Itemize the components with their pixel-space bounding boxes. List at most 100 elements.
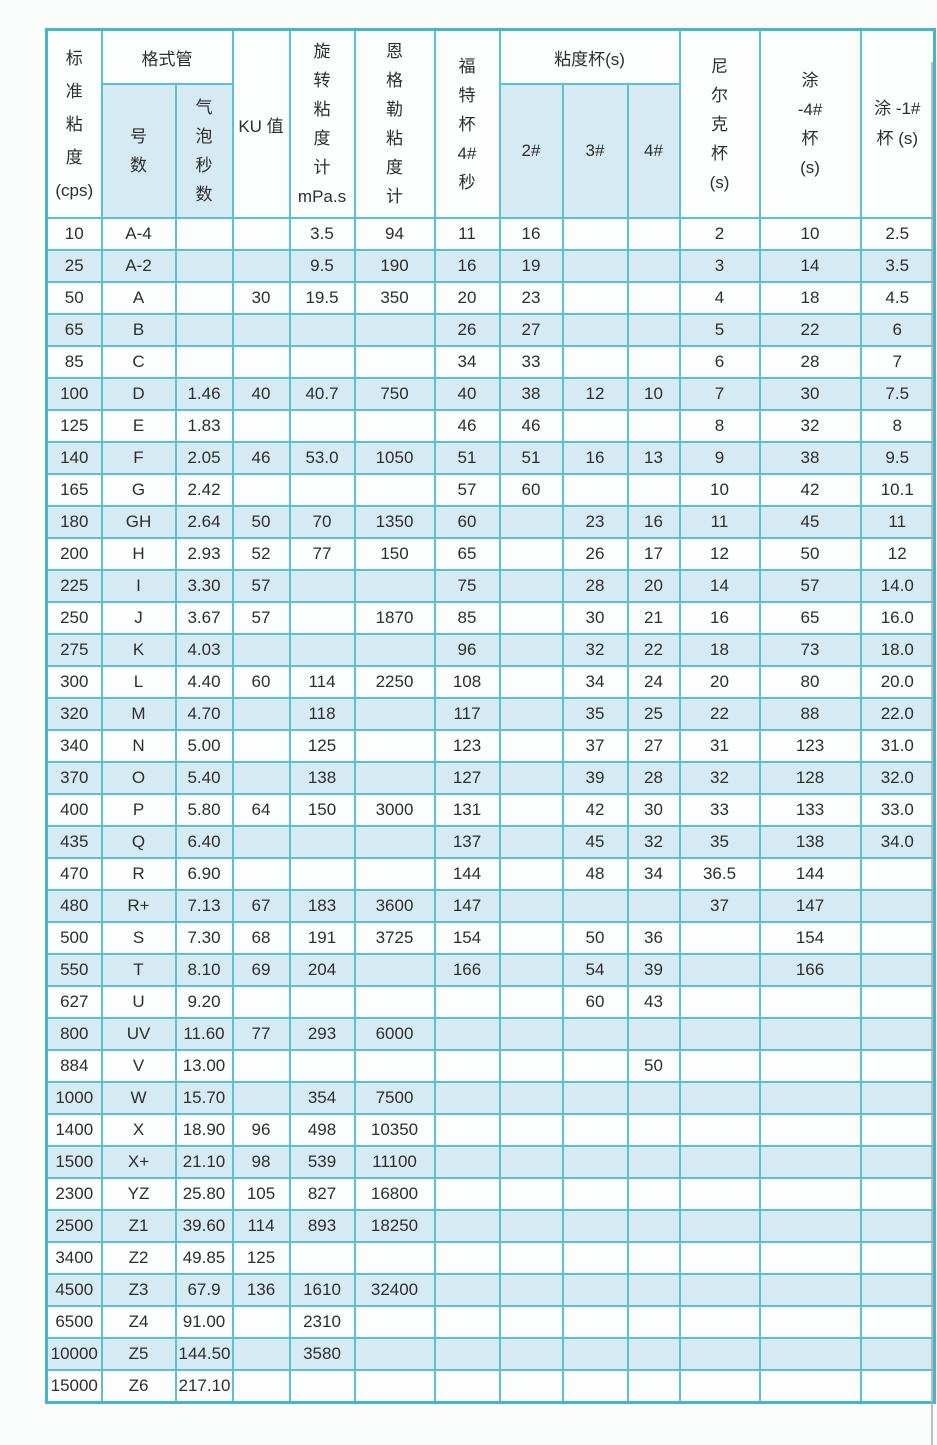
table-row: 340 N 5.00 125 123 37 27 31 123 31.0 <box>45 729 936 763</box>
cell-tube-number: R+ <box>100 889 177 923</box>
cell-cup-4 <box>626 1081 681 1115</box>
cell-cup-4 <box>626 1017 681 1051</box>
cell-bubble-seconds: 13.00 <box>174 1049 234 1083</box>
cell-std-cps: 250 <box>45 601 103 635</box>
cell-ku-value: 57 <box>231 601 291 635</box>
cell-cup-3 <box>561 249 629 283</box>
cell-rotational-mpas: 354 <box>288 1081 356 1115</box>
cell-engler: 11100 <box>353 1145 436 1179</box>
viscosity-conversion-table: 标准粘度 (cps) 格式管 KU 值 旋转粘度计 mPa.s 恩格勒粘度计 福特杯… <box>45 28 936 1404</box>
cell-rotational-mpas: 183 <box>288 889 356 923</box>
cell-ku-value <box>231 409 291 443</box>
table-row: 300 L 4.40 60 114 2250 108 34 24 20 80 20.0 <box>45 665 936 699</box>
header-cup-4: 4# <box>626 83 681 219</box>
cell-tube-number: Z3 <box>100 1273 177 1307</box>
cell-nielke-cup <box>678 1273 761 1307</box>
cell-tube-number: L <box>100 665 177 699</box>
cell-rotational-mpas: 125 <box>288 729 356 763</box>
cell-cup-4: 13 <box>626 441 681 475</box>
cell-bubble-seconds: 1.83 <box>174 409 234 443</box>
header-rotational-viscometer: 旋转粘度计 mPa.s <box>288 28 356 219</box>
table-row: 100 D 1.46 40 40.7 750 40 38 12 10 7 30 7.5 <box>45 377 936 411</box>
cell-nielke-cup <box>678 1337 761 1371</box>
cell-engler <box>353 825 436 859</box>
cell-cup-2 <box>498 1305 564 1339</box>
cell-cup-4 <box>626 1273 681 1307</box>
cell-tu-1-cup: 7.5 <box>859 377 936 411</box>
cell-cup-3 <box>561 313 629 347</box>
table-row: 50 A 30 19.5 350 20 23 4 18 4.5 <box>45 281 936 315</box>
cell-tu-4-cup: 30 <box>758 377 862 411</box>
cell-ford-cup-4: 65 <box>433 537 501 571</box>
cell-engler <box>353 1241 436 1275</box>
cell-tu-4-cup: 128 <box>758 761 862 795</box>
table-row: 1000 W 15.70 354 7500 <box>45 1081 936 1115</box>
cell-nielke-cup: 3 <box>678 249 761 283</box>
cell-ford-cup-4: 108 <box>433 665 501 699</box>
cell-ford-cup-4: 123 <box>433 729 501 763</box>
table-row: 15000 Z6 217.10 <box>45 1369 936 1404</box>
cell-cup-2 <box>498 1081 564 1115</box>
cell-ford-cup-4: 40 <box>433 377 501 411</box>
cell-ford-cup-4 <box>433 1113 501 1147</box>
table-row: 480 R+ 7.13 67 183 3600 147 37 147 <box>45 889 936 923</box>
table-row: 10000 Z5 144.50 3580 <box>45 1337 936 1371</box>
cell-std-cps: 275 <box>45 633 103 667</box>
cell-bubble-seconds: 4.03 <box>174 633 234 667</box>
cell-rotational-mpas: 1610 <box>288 1273 356 1307</box>
cell-engler <box>353 1369 436 1404</box>
cell-tu-4-cup <box>758 1241 862 1275</box>
cell-nielke-cup <box>678 1017 761 1051</box>
cell-cup-4: 27 <box>626 729 681 763</box>
cell-tube-number: Q <box>100 825 177 859</box>
cell-bubble-seconds: 3.30 <box>174 569 234 603</box>
cell-cup-3 <box>561 473 629 507</box>
cell-bubble-seconds: 5.40 <box>174 761 234 795</box>
cell-tu-1-cup <box>859 953 936 987</box>
cell-engler: 150 <box>353 537 436 571</box>
cell-engler: 7500 <box>353 1081 436 1115</box>
cell-ku-value: 98 <box>231 1145 291 1179</box>
cell-cup-4: 16 <box>626 505 681 539</box>
cell-rotational-mpas <box>288 857 356 891</box>
table-row: 140 F 2.05 46 53.0 1050 51 51 16 13 9 38 9.5 <box>45 441 936 475</box>
cell-cup-2 <box>498 1369 564 1404</box>
cell-tu-4-cup: 50 <box>758 537 862 571</box>
cell-cup-2 <box>498 1209 564 1243</box>
cell-tube-number: I <box>100 569 177 603</box>
cell-tu-4-cup <box>758 985 862 1019</box>
cell-bubble-seconds <box>174 281 234 315</box>
cell-nielke-cup <box>678 1081 761 1115</box>
cell-nielke-cup: 5 <box>678 313 761 347</box>
cell-cup-4 <box>626 281 681 315</box>
cell-std-cps: 340 <box>45 729 103 763</box>
cell-ford-cup-4: 57 <box>433 473 501 507</box>
cell-rotational-mpas <box>288 985 356 1019</box>
cell-rotational-mpas <box>288 313 356 347</box>
cell-bubble-seconds <box>174 313 234 347</box>
cell-ku-value: 96 <box>231 1113 291 1147</box>
cell-ford-cup-4 <box>433 1049 501 1083</box>
cell-tu-4-cup: 147 <box>758 889 862 923</box>
cell-rotational-mpas: 539 <box>288 1145 356 1179</box>
cell-engler: 94 <box>353 217 436 251</box>
cell-tu-1-cup: 20.0 <box>859 665 936 699</box>
cell-tube-number: Z6 <box>100 1369 177 1404</box>
cell-ford-cup-4 <box>433 1145 501 1179</box>
cell-tu-1-cup: 12 <box>859 537 936 571</box>
header-ford-cup-4: 福特杯 4# 秒 <box>433 28 501 219</box>
cell-engler <box>353 985 436 1019</box>
cell-cup-3: 32 <box>561 633 629 667</box>
cell-engler <box>353 409 436 443</box>
table-row: 1500 X+ 21.10 98 539 11100 <box>45 1145 936 1179</box>
cell-tu-4-cup <box>758 1017 862 1051</box>
cell-engler: 3000 <box>353 793 436 827</box>
table-row: 10 A-4 3.5 94 11 16 2 10 2.5 <box>45 217 936 251</box>
cell-nielke-cup: 4 <box>678 281 761 315</box>
cell-cup-3 <box>561 1081 629 1115</box>
cell-tube-number: C <box>100 345 177 379</box>
cell-std-cps: 320 <box>45 697 103 731</box>
cell-tu-1-cup <box>859 857 936 891</box>
cell-tube-number: A-2 <box>100 249 177 283</box>
cell-tu-4-cup: 144 <box>758 857 862 891</box>
